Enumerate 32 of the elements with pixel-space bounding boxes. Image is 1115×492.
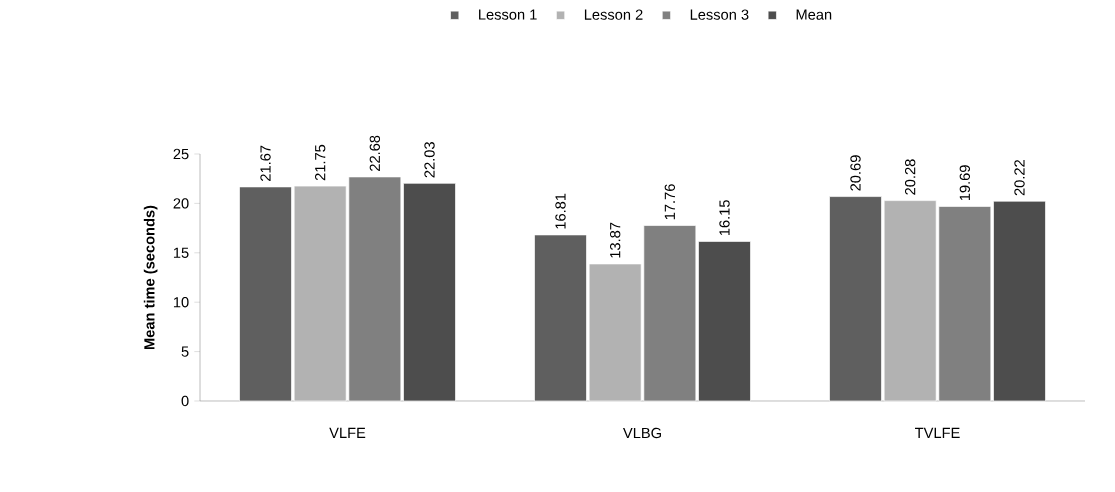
- bar: [698, 241, 751, 402]
- bar: [403, 183, 456, 402]
- y-tick-label: 0: [181, 395, 189, 407]
- y-tick-label: 20: [173, 198, 189, 209]
- data-label: 16.15: [719, 200, 730, 236]
- data-label: 21.67: [260, 145, 271, 181]
- data-label: 19.69: [959, 165, 971, 201]
- bar: [993, 200, 1046, 402]
- legend-label: Mean: [796, 9, 832, 20]
- data-label: 17.76: [664, 184, 676, 220]
- y-tick-label: 10: [173, 297, 189, 308]
- data-label: 22.68: [369, 135, 381, 171]
- legend-label: Lesson 3: [690, 9, 749, 20]
- data-label: 13.87: [609, 222, 621, 258]
- y-tick-label: 25: [173, 148, 189, 160]
- bar: [239, 186, 292, 402]
- data-label: 16.81: [555, 193, 566, 229]
- y-tick-label: 5: [181, 346, 189, 357]
- data-label: 22.03: [424, 142, 435, 178]
- y-axis-title: Mean time (seconds): [143, 205, 158, 350]
- legend-label: Lesson 2: [584, 9, 643, 20]
- x-tick-label: VLBG: [623, 427, 661, 439]
- data-label: 20.28: [904, 159, 916, 195]
- x-tick-label: TVLFE: [915, 427, 960, 438]
- bar: [829, 196, 882, 402]
- bar: [534, 234, 587, 402]
- data-label: 21.75: [315, 144, 326, 181]
- data-label: 20.69: [850, 155, 861, 191]
- y-tick-label: 15: [173, 247, 189, 258]
- legend-label: Lesson 1: [479, 9, 537, 20]
- x-tick-label: VLFE: [329, 427, 366, 438]
- data-label: 20.22: [1014, 160, 1025, 196]
